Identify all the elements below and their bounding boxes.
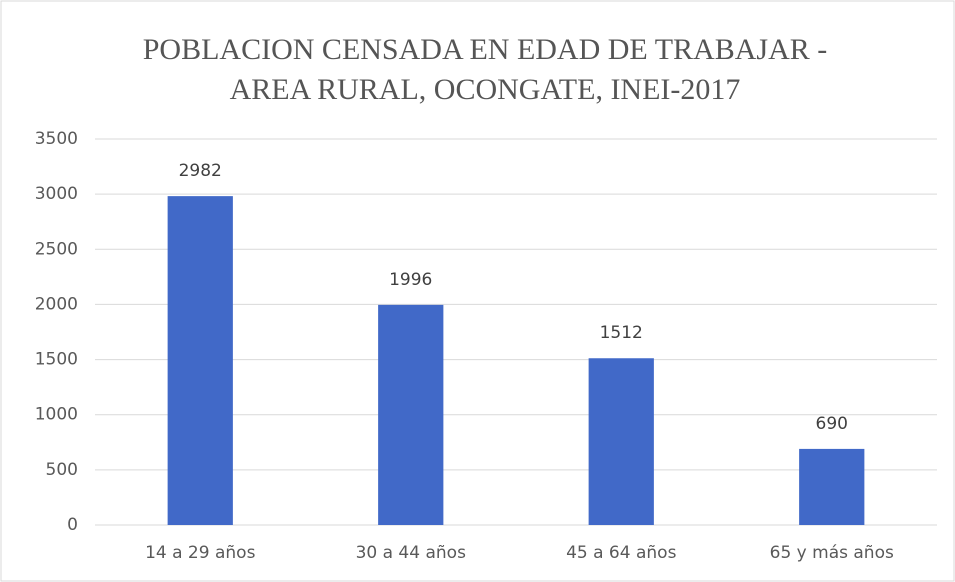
y-tick-label: 2000	[35, 294, 78, 314]
chart-subtitle: AREA RURAL, OCONGATE, INEI-2017	[230, 73, 741, 106]
y-tick-label: 2500	[35, 239, 78, 259]
y-tick-label: 1500	[35, 350, 78, 370]
y-tick-label: 3000	[35, 184, 78, 204]
x-tick-label: 65 y más años	[770, 543, 894, 563]
value-label: 1512	[600, 323, 643, 343]
y-tick-label: 0	[67, 515, 78, 535]
bar	[799, 448, 865, 525]
value-label: 1996	[389, 270, 432, 290]
y-tick-label: 1000	[35, 405, 78, 425]
bar	[588, 358, 654, 525]
value-label: 2982	[179, 161, 222, 181]
x-tick-label: 30 a 44 años	[356, 543, 466, 563]
y-tick-label: 3500	[35, 129, 78, 149]
bar	[378, 304, 444, 525]
chart-title: POBLACION CENSADA EN EDAD DE TRABAJAR -	[143, 33, 827, 66]
x-tick-label: 45 a 64 años	[566, 543, 676, 563]
value-label: 690	[816, 414, 848, 434]
x-tick-label: 14 a 29 años	[145, 543, 255, 563]
bar	[167, 196, 233, 526]
y-tick-label: 500	[46, 460, 78, 480]
